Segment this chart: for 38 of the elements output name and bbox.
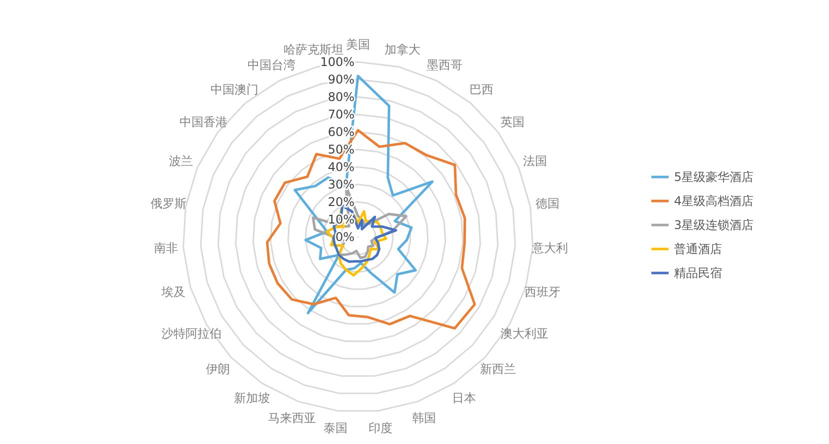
legend-label: 普通酒店 — [674, 242, 722, 256]
y-tick-label: 100% — [320, 55, 354, 69]
spoke-label: 伊朗 — [206, 362, 230, 376]
spoke-label: 中国香港 — [180, 115, 228, 130]
y-tick-label: 0% — [335, 230, 354, 244]
legend-label: 4星级高档酒店 — [674, 194, 754, 208]
legend-label: 精品民宿 — [674, 266, 722, 280]
spoke-label: 巴西 — [470, 82, 494, 97]
spoke-label: 加拿大 — [384, 42, 420, 57]
spoke-label: 马来西亚 — [268, 410, 316, 425]
y-tick-label: 20% — [328, 195, 354, 209]
y-tick-label: 30% — [328, 178, 354, 192]
spoke-label: 沙特阿拉伯 — [161, 326, 222, 340]
spoke-label: 墨西哥 — [426, 58, 462, 72]
spoke-label: 埃及 — [160, 285, 186, 300]
spoke-label: 韩国 — [412, 410, 436, 425]
spoke-label: 日本 — [452, 390, 476, 405]
spoke-label: 新西兰 — [480, 362, 516, 376]
spoke-label: 澳大利亚 — [500, 326, 549, 340]
spoke-label: 泰国 — [324, 421, 348, 436]
spoke-label: 意大利 — [531, 241, 568, 256]
spoke-label: 美国 — [346, 38, 370, 52]
spoke-label: 法国 — [522, 154, 547, 168]
spoke-label: 哈萨克斯坦 — [284, 42, 344, 57]
spoke-label: 德国 — [536, 196, 560, 211]
spoke-label: 英国 — [500, 115, 524, 130]
spoke-label: 印度 — [368, 421, 392, 436]
spoke-label: 波兰 — [169, 154, 194, 168]
spoke-label: 新加坡 — [234, 390, 270, 405]
y-tick-label: 80% — [328, 90, 354, 104]
y-tick-label: 90% — [328, 72, 354, 86]
legend-label: 3星级连锁酒店 — [674, 218, 754, 232]
legend-label: 5星级豪华酒店 — [674, 170, 754, 184]
spoke-label: 南非 — [154, 241, 178, 256]
spoke-label: 中国澳门 — [210, 82, 258, 97]
spoke-label: 中国台湾 — [248, 58, 296, 72]
spoke-label: 俄罗斯 — [150, 196, 186, 211]
spoke-label: 西班牙 — [524, 285, 560, 300]
